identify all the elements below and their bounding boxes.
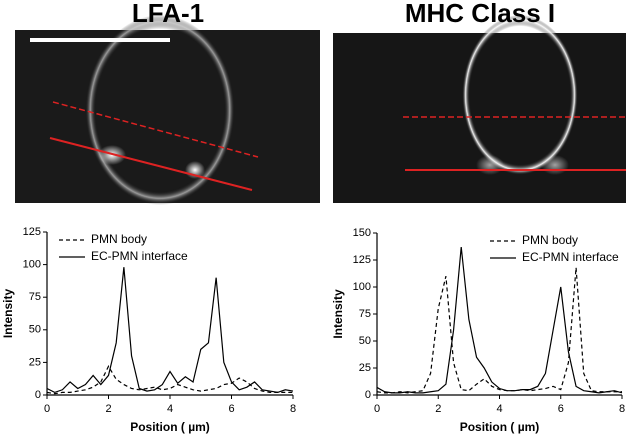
x-tick-label: 2	[435, 403, 441, 415]
x-tick-label: 4	[167, 403, 173, 415]
y-tick-label: 75	[359, 308, 371, 320]
chart: MHC Class I 0 25 50 75 100 125 150 0 2 4 6 8 Position…	[331, 0, 625, 434]
y-tick-label: 125	[353, 254, 371, 266]
y-tick-label: 25	[359, 362, 371, 374]
y-tick-label: 50	[359, 335, 371, 347]
y-tick-label: 100	[23, 259, 41, 271]
legend-label: EC-PMN interface	[522, 250, 619, 264]
x-tick-label: 8	[290, 403, 296, 415]
y-axis-label: Intensity	[331, 289, 345, 339]
legend-label: PMN body	[522, 233, 578, 247]
legend-label: EC-PMN interface	[91, 249, 188, 263]
x-axis-label: Position ( µm)	[460, 420, 540, 434]
data-line	[376, 267, 622, 394]
micrograph-left	[15, 15, 320, 205]
legend-label: PMN body	[91, 232, 147, 246]
x-tick-label: 2	[105, 403, 111, 415]
data-line	[376, 246, 623, 394]
y-tick-label: 100	[353, 281, 371, 293]
x-tick-label: 8	[619, 403, 625, 415]
data-line	[46, 267, 294, 394]
x-tick-label: 6	[228, 403, 234, 415]
chart-title: LFA-1	[132, 0, 204, 28]
chart-title: MHC Class I	[405, 0, 555, 28]
x-tick-label: 6	[558, 403, 564, 415]
y-axis-label: Intensity	[1, 289, 15, 339]
y-tick-label: 75	[29, 291, 41, 303]
y-tick-label: 150	[353, 227, 371, 239]
chart: LFA-1 0 25 50 75 100 125 0 2 4 6 8 Position ( µm) Int…	[1, 0, 296, 434]
y-tick-label: 0	[365, 389, 371, 401]
x-tick-label: 0	[44, 403, 50, 415]
y-tick-label: 0	[35, 389, 41, 401]
x-tick-label: 4	[496, 403, 502, 415]
data-line	[46, 365, 293, 395]
x-tick-label: 0	[374, 403, 380, 415]
y-tick-label: 125	[23, 226, 41, 238]
y-tick-label: 25	[29, 356, 41, 368]
y-tick-label: 50	[29, 324, 41, 336]
micrograph-right	[333, 15, 626, 203]
x-axis-label: Position ( µm)	[130, 420, 210, 434]
